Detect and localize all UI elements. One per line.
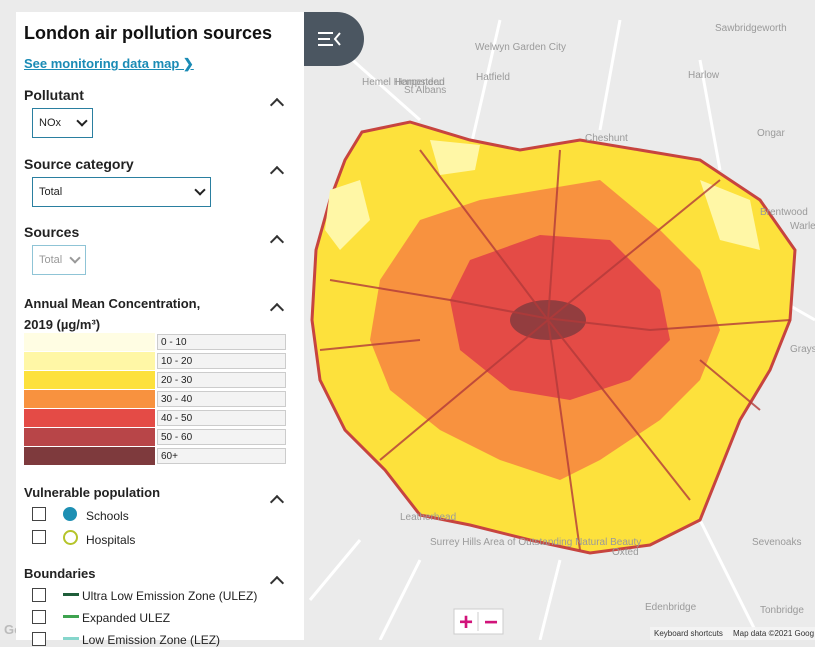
- legend-label: 20 - 30: [157, 372, 286, 388]
- zoom-out[interactable]: −: [484, 609, 498, 636]
- place-label: Hatfield: [476, 72, 510, 83]
- place-label: Harpenden: [395, 77, 444, 88]
- section-label: Boundaries: [24, 566, 96, 581]
- section-label: Source category: [24, 156, 134, 172]
- category-select[interactable]: Total: [32, 177, 211, 207]
- layer-label: Ultra Low Emission Zone (ULEZ): [82, 589, 258, 603]
- boundary-swatch: [63, 593, 79, 596]
- legend-label: 10 - 20: [157, 353, 286, 369]
- checkbox[interactable]: [32, 507, 46, 521]
- place-label: Leatherhead: [400, 512, 456, 523]
- map-attribution: Map data ©2021 Goog: [733, 629, 814, 638]
- zoom-in[interactable]: +: [459, 609, 473, 636]
- legend-label: 40 - 50: [157, 410, 286, 426]
- school-icon: [63, 507, 77, 521]
- legend-label: 50 - 60: [157, 429, 286, 445]
- checkbox[interactable]: [32, 610, 46, 624]
- place-label: Grays: [790, 344, 815, 355]
- layer-label: Expanded ULEZ: [82, 611, 171, 625]
- keyboard-shortcuts[interactable]: Keyboard shortcuts: [654, 629, 723, 638]
- checkbox[interactable]: [32, 632, 46, 646]
- select-value: Total: [39, 254, 63, 266]
- place-label: Brentwood: [760, 207, 808, 218]
- place-label: Edenbridge: [645, 602, 697, 613]
- legend-swatch: [24, 333, 155, 351]
- place-label: Cheshunt: [585, 133, 628, 144]
- boundary-swatch: [63, 637, 79, 640]
- section-label: Pollutant: [24, 87, 84, 103]
- legend-swatch: [24, 409, 155, 427]
- legend-swatch: [24, 447, 155, 465]
- place-label: Ongar: [757, 128, 785, 139]
- checkbox[interactable]: [32, 530, 46, 544]
- place-label: Welwyn Garden City: [475, 42, 566, 53]
- legend-label: 0 - 10: [157, 334, 286, 350]
- place-labels: Harpenden Welwyn Garden City Sawbridgewo…: [362, 23, 815, 616]
- boundary-swatch: [63, 615, 79, 618]
- place-label: Harlow: [688, 70, 720, 81]
- hospital-icon: [63, 530, 78, 545]
- legend-swatch: [24, 371, 155, 389]
- title: London air pollution sources: [24, 23, 273, 43]
- monitoring-link[interactable]: See monitoring data map ❯: [24, 56, 194, 71]
- section-label: Vulnerable population: [24, 485, 161, 500]
- sources-select[interactable]: Total: [32, 245, 86, 275]
- pollutant-select[interactable]: NOx: [32, 108, 93, 138]
- place-label: Surrey Hills Area of Outstanding Natural…: [430, 537, 641, 548]
- place-label: St Albans: [404, 85, 446, 96]
- legend-swatch: [24, 428, 155, 446]
- select-value: Total: [39, 186, 63, 198]
- place-label: Sawbridgeworth: [715, 23, 787, 34]
- layer-label: Low Emission Zone (LEZ): [82, 633, 221, 647]
- legend-swatch: [24, 352, 155, 370]
- place-label: Sevenoaks: [752, 537, 801, 548]
- place-label: Oxted: [612, 547, 639, 558]
- checkbox[interactable]: [32, 588, 46, 602]
- layer-label: Schools: [86, 509, 129, 523]
- place-label: Warley: [790, 221, 815, 232]
- place-label: Tonbridge: [760, 605, 804, 616]
- legend-label: 60+: [157, 448, 286, 464]
- place-label: Hemel Hempstead: [362, 77, 445, 88]
- legend-title: Annual Mean Concentration, 2019 (µg/m³): [24, 296, 201, 332]
- legend-swatch: [24, 390, 155, 408]
- layer-label: Hospitals: [86, 533, 136, 547]
- legend-label: 30 - 40: [157, 391, 286, 407]
- section-label: Sources: [24, 224, 80, 240]
- select-value: NOx: [39, 117, 61, 129]
